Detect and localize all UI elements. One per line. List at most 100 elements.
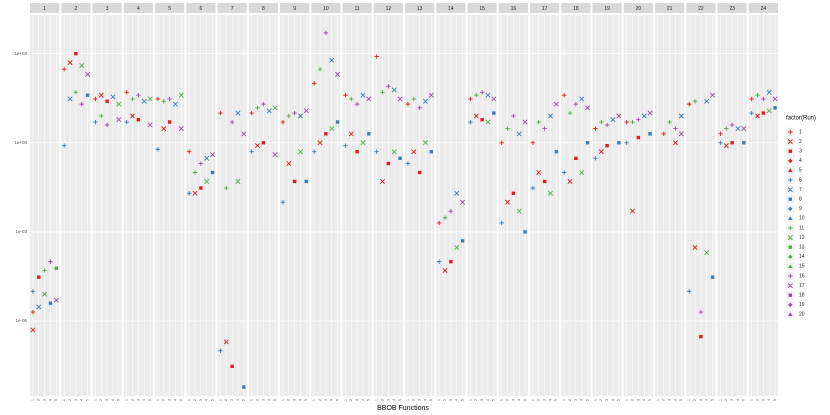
point	[386, 84, 391, 89]
point	[704, 98, 710, 104]
point	[186, 191, 192, 196]
legend-symbol	[788, 216, 793, 220]
point	[480, 117, 484, 122]
x-tick-label: 5	[242, 399, 246, 401]
point	[411, 96, 416, 102]
facet-title: 9	[293, 6, 296, 12]
x-tick-label: 5	[304, 399, 308, 401]
point	[30, 309, 36, 315]
x-tick-label: 1	[31, 399, 35, 401]
point	[380, 90, 385, 95]
point	[198, 161, 204, 166]
x-tick-label: 1	[375, 399, 379, 401]
point	[516, 208, 522, 214]
point	[492, 111, 496, 115]
point	[718, 131, 723, 137]
point	[723, 143, 729, 149]
strip	[467, 3, 497, 13]
x-tick-label: 5	[679, 399, 683, 401]
point	[104, 122, 110, 128]
x-tick-label: 1	[187, 399, 191, 401]
facet-title: 2	[74, 6, 77, 12]
point	[442, 268, 448, 274]
y-tick-label: 1e+00	[14, 140, 27, 145]
point	[624, 140, 629, 145]
x-tick-label: 3	[543, 399, 547, 401]
point	[79, 62, 85, 68]
point	[386, 161, 391, 166]
strip	[248, 3, 278, 13]
point	[542, 126, 547, 131]
point	[147, 96, 153, 102]
strip	[498, 3, 528, 13]
facet-title: 19	[604, 6, 610, 12]
legend-symbol	[788, 206, 793, 211]
point	[749, 96, 754, 102]
point	[329, 57, 335, 63]
legend-label: 15	[799, 264, 805, 270]
facet-title: 13	[417, 6, 423, 12]
strip	[30, 3, 60, 13]
x-tick-label: 1	[218, 399, 222, 401]
point	[449, 259, 453, 264]
point	[311, 81, 317, 86]
point	[405, 101, 411, 107]
point	[192, 170, 198, 175]
x-tick-label: 4	[736, 399, 740, 401]
legend-symbol	[787, 187, 793, 193]
point	[343, 143, 348, 148]
strip	[436, 3, 466, 13]
x-tick-label: 4	[205, 399, 209, 401]
point	[585, 141, 590, 145]
x-tick-label: 4	[517, 399, 521, 401]
point	[280, 200, 286, 205]
point	[616, 113, 622, 119]
x-tick-label: 5	[710, 399, 714, 401]
x-tick-label: 3	[168, 399, 172, 401]
point	[536, 169, 542, 176]
point	[360, 92, 366, 98]
x-tick-label: 4	[423, 399, 427, 401]
point	[678, 131, 684, 137]
point	[553, 101, 559, 107]
x-tick-label: 4	[392, 399, 396, 401]
x-tick-label: 1	[125, 399, 129, 401]
x-tick-label: 3	[230, 399, 234, 401]
point	[324, 132, 328, 136]
point	[599, 119, 604, 125]
point	[673, 126, 678, 131]
point	[511, 113, 516, 119]
point	[547, 190, 553, 196]
point	[329, 126, 335, 132]
x-tick-label: 5	[773, 399, 777, 401]
point	[516, 131, 522, 137]
point	[292, 179, 297, 184]
point	[61, 143, 67, 148]
legend-label: 6	[799, 177, 802, 183]
point	[522, 119, 528, 125]
point	[280, 119, 286, 125]
point	[303, 108, 309, 114]
x-tick-label: 5	[179, 399, 183, 401]
x-tick-label: 4	[611, 399, 615, 401]
y-tick-label: 1e-06	[15, 318, 27, 323]
x-tick-label: 1	[687, 399, 691, 401]
point	[773, 106, 777, 110]
point	[366, 96, 372, 102]
x-tick-label: 4	[267, 399, 271, 401]
x-tick-label: 3	[730, 399, 734, 401]
point	[124, 90, 129, 95]
x-tick-label: 4	[642, 399, 646, 401]
point	[468, 96, 473, 102]
x-tick-label: 2	[724, 399, 728, 401]
x-tick-label: 4	[298, 399, 302, 401]
point	[547, 113, 553, 119]
x-tick-label: 5	[523, 399, 527, 401]
x-tick-label: 2	[349, 399, 353, 401]
x-tick-label: 3	[449, 399, 453, 401]
point	[422, 140, 428, 146]
point	[199, 186, 203, 190]
point	[648, 132, 652, 136]
point	[93, 119, 98, 125]
